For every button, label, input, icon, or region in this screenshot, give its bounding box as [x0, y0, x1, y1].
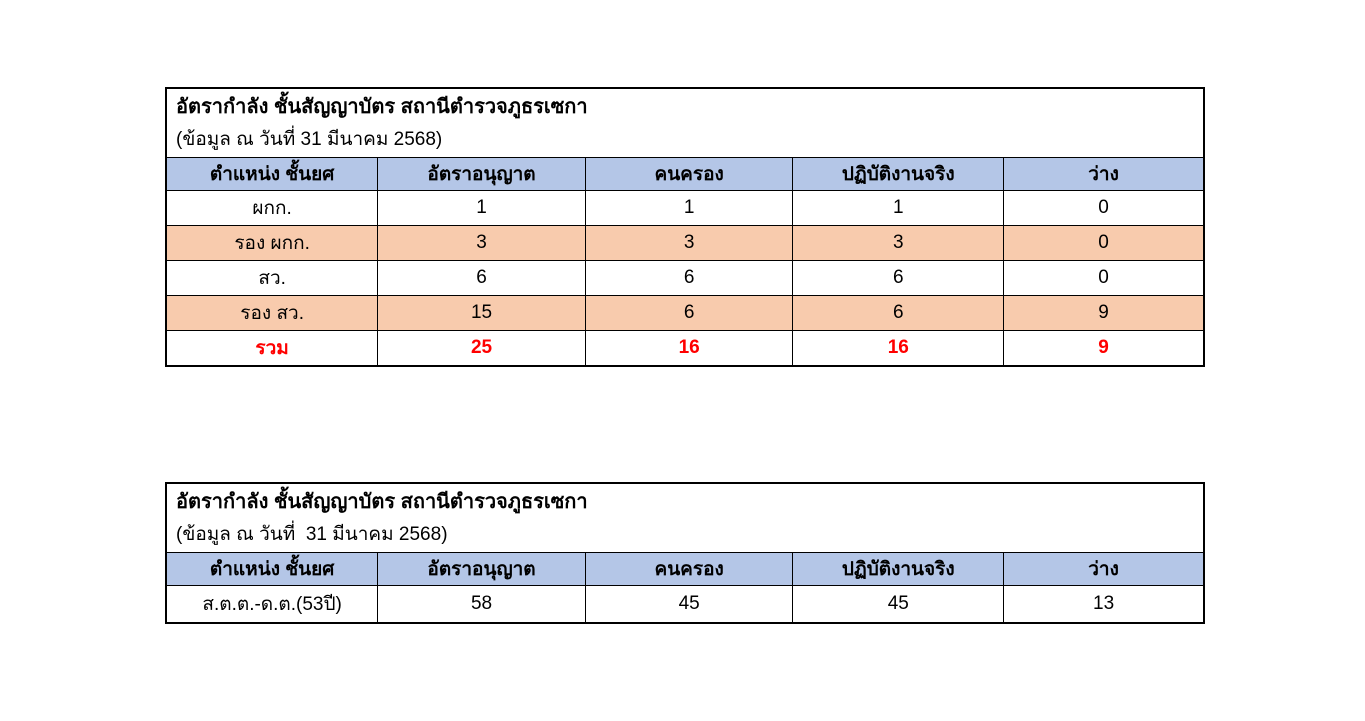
column-header-occupied: คนครอง — [584, 157, 794, 191]
personnel-table-commissioned-grid: อัตรากำลัง ชั้นสัญญาบัตร สถานีตำรวจภูธรเ… — [165, 87, 1205, 367]
table-header-row: ตำแหน่ง ชั้นยศ อัตราอนุญาต คนครอง ปฏิบัต… — [165, 552, 1205, 586]
value-cell: 6 — [584, 295, 794, 331]
column-header-position: ตำแหน่ง ชั้นยศ — [165, 157, 379, 191]
row-label-cell: ส.ต.ต.-ด.ต.(53ปี) — [165, 585, 379, 623]
total-value-cell: 9 — [1003, 330, 1205, 366]
value-cell: 0 — [1003, 190, 1205, 226]
value-cell: 1 — [377, 190, 586, 226]
value-cell: 45 — [792, 585, 1005, 623]
total-value-cell: 16 — [584, 330, 794, 366]
column-header-occupied: คนครอง — [584, 552, 794, 586]
table-caption-cell: อัตรากำลัง ชั้นสัญญาบัตร สถานีตำรวจภูธรเ… — [165, 87, 1205, 158]
column-header-vacant: ว่าง — [1003, 157, 1205, 191]
row-label-cell: รอง ผกก. — [165, 225, 379, 261]
value-cell: 15 — [377, 295, 586, 331]
table-total-row: รวม 25 16 16 9 — [165, 330, 1205, 366]
total-value-cell: 16 — [792, 330, 1005, 366]
total-value-cell: 25 — [377, 330, 586, 366]
table-subtitle: (ข้อมูล ณ วันที่ 31 มีนาคม 2568) — [176, 129, 443, 150]
value-cell: 6 — [584, 260, 794, 296]
column-header-authorized: อัตราอนุญาต — [377, 552, 586, 586]
value-cell: 0 — [1003, 260, 1205, 296]
table-subtitle: (ข้อมูล ณ วันที่ 31 มีนาคม 2568) — [176, 524, 448, 545]
value-cell: 1 — [584, 190, 794, 226]
column-header-actual: ปฏิบัติงานจริง — [792, 552, 1005, 586]
personnel-table-nco-grid: อัตรากำลัง ชั้นสัญญาบัตร สถานีตำรวจภูธรเ… — [165, 482, 1205, 624]
value-cell: 0 — [1003, 225, 1205, 261]
value-cell: 45 — [584, 585, 794, 623]
value-cell: 13 — [1003, 585, 1205, 623]
value-cell: 3 — [792, 225, 1005, 261]
table-row: รอง ผกก. 3 3 3 0 — [165, 225, 1205, 261]
table-caption-cell: อัตรากำลัง ชั้นสัญญาบัตร สถานีตำรวจภูธรเ… — [165, 482, 1205, 553]
table-row: ผกก. 1 1 1 0 — [165, 190, 1205, 226]
table-row: ส.ต.ต.-ด.ต.(53ปี) 58 45 45 13 — [165, 585, 1205, 623]
personnel-table-nco: อัตรากำลัง ชั้นสัญญาบัตร สถานีตำรวจภูธรเ… — [165, 482, 1205, 624]
column-header-authorized: อัตราอนุญาต — [377, 157, 586, 191]
total-label-cell: รวม — [165, 330, 379, 366]
value-cell: 3 — [584, 225, 794, 261]
value-cell: 9 — [1003, 295, 1205, 331]
row-label-cell: ผกก. — [165, 190, 379, 226]
value-cell: 58 — [377, 585, 586, 623]
value-cell: 3 — [377, 225, 586, 261]
value-cell: 6 — [377, 260, 586, 296]
table-title: อัตรากำลัง ชั้นสัญญาบัตร สถานีตำรวจภูธรเ… — [176, 491, 588, 513]
table-row: สว. 6 6 6 0 — [165, 260, 1205, 296]
row-label-cell: รอง สว. — [165, 295, 379, 331]
value-cell: 1 — [792, 190, 1005, 226]
table-header-row: ตำแหน่ง ชั้นยศ อัตราอนุญาต คนครอง ปฏิบัต… — [165, 157, 1205, 191]
table-row: รอง สว. 15 6 6 9 — [165, 295, 1205, 331]
column-header-actual: ปฏิบัติงานจริง — [792, 157, 1005, 191]
row-label-cell: สว. — [165, 260, 379, 296]
column-header-vacant: ว่าง — [1003, 552, 1205, 586]
table-caption-row: อัตรากำลัง ชั้นสัญญาบัตร สถานีตำรวจภูธรเ… — [165, 482, 1205, 553]
column-header-position: ตำแหน่ง ชั้นยศ — [165, 552, 379, 586]
value-cell: 6 — [792, 260, 1005, 296]
personnel-table-commissioned: อัตรากำลัง ชั้นสัญญาบัตร สถานีตำรวจภูธรเ… — [165, 87, 1205, 367]
value-cell: 6 — [792, 295, 1005, 331]
table-title: อัตรากำลัง ชั้นสัญญาบัตร สถานีตำรวจภูธรเ… — [176, 96, 588, 118]
table-caption-row: อัตรากำลัง ชั้นสัญญาบัตร สถานีตำรวจภูธรเ… — [165, 87, 1205, 158]
